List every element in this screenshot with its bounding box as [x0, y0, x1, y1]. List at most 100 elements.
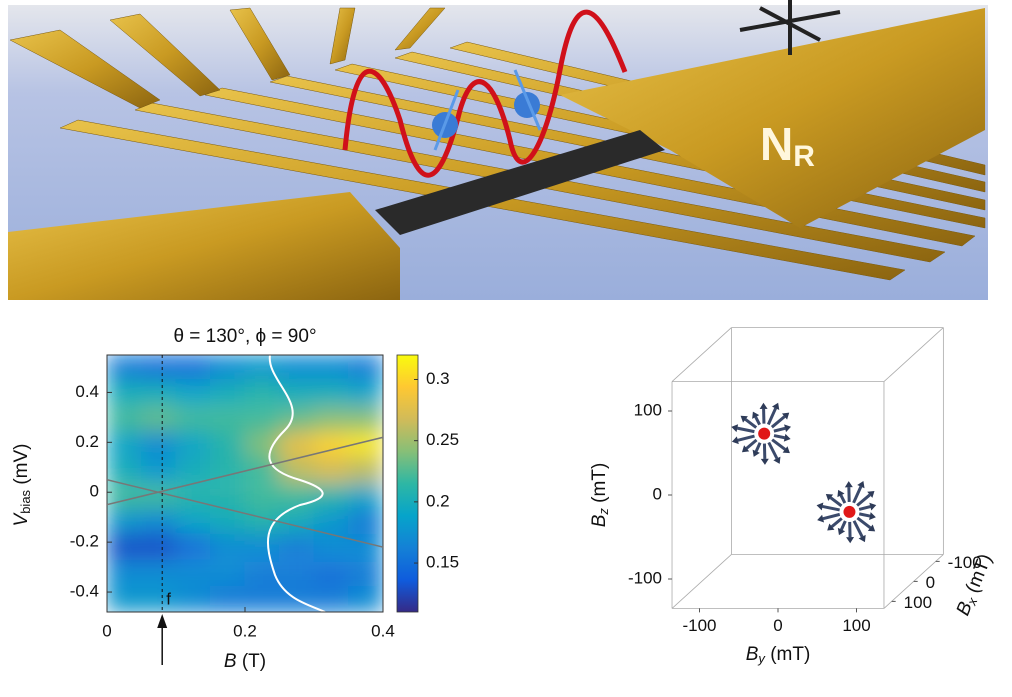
field-arrow — [831, 498, 842, 506]
heatmap-cell — [176, 534, 212, 561]
heatmap-cell — [176, 456, 212, 483]
box-edge — [672, 554, 731, 608]
colorbar-tick-label: 0.3 — [426, 369, 450, 388]
heatmap-cell — [348, 407, 384, 434]
y-tick-label: -0.2 — [70, 532, 99, 551]
x-tick-label: 100 — [842, 616, 870, 635]
y-label-symbol: B — [589, 514, 610, 527]
heatmap-cell — [107, 407, 143, 434]
heatmap-cell — [141, 586, 177, 613]
heatmap-cell — [279, 407, 315, 434]
field-arrow — [823, 514, 840, 518]
field-arrow — [774, 436, 785, 438]
field-arrow — [745, 419, 756, 427]
heatmap-cell — [176, 561, 212, 588]
colorbar — [397, 355, 418, 612]
heatmap-cell — [348, 484, 384, 511]
field-arrowhead — [846, 537, 854, 543]
x-axis-label: B (T) — [224, 651, 266, 672]
y-tick-label: -100 — [628, 568, 662, 587]
field-arrow — [756, 417, 760, 425]
z-tick-label: 100 — [904, 593, 932, 612]
heatmap-cell — [107, 586, 143, 613]
field-arrowhead — [784, 424, 791, 432]
heatmap-cell — [107, 456, 143, 483]
heatmap-cell — [176, 379, 212, 406]
heatmap-cell — [348, 456, 384, 483]
heatmap-cell — [210, 534, 246, 561]
heatmap-cell — [245, 407, 281, 434]
heatmap-cell — [210, 586, 246, 613]
heatmap-cell — [348, 509, 384, 536]
heatmap-cell — [210, 379, 246, 406]
heatmap-cell — [245, 586, 281, 613]
heatmap-cell — [245, 534, 281, 561]
y-tick-label: 0 — [653, 484, 662, 503]
label-sub: R — [793, 140, 815, 173]
field-arrowhead — [784, 434, 791, 442]
colorbar-tick-label: 0.25 — [426, 430, 459, 449]
heatmap-cell — [245, 354, 281, 381]
heatmap-cell — [210, 561, 246, 588]
field-arrow — [841, 495, 845, 503]
y-label-unit: (mV) — [11, 444, 32, 485]
x-label-unit: (T) — [242, 651, 266, 672]
heatmap-cell — [348, 379, 384, 406]
heatmap-cell — [314, 354, 350, 381]
heatmap-cell — [141, 431, 177, 458]
field-arrowhead — [817, 515, 824, 523]
field-arrow — [737, 428, 754, 431]
heatmap-cell — [279, 431, 315, 458]
heatmap-cell — [210, 456, 246, 483]
heatmap-cell — [314, 379, 350, 406]
heatmap-cell — [348, 561, 384, 588]
heatmap-cell — [107, 561, 143, 588]
x-label-unit: (mT) — [770, 644, 810, 665]
heatmap-cell — [245, 379, 281, 406]
heatmap-cell — [141, 484, 177, 511]
heatmap-cell — [141, 407, 177, 434]
x-label-symbol: B — [746, 644, 759, 665]
heatmap-cell — [176, 586, 212, 613]
field-arrowhead — [731, 424, 738, 432]
heatmap-cell — [107, 431, 143, 458]
x-tick-label: -100 — [682, 616, 716, 635]
box-edge — [672, 328, 731, 382]
y-axis-label: Vbias (mV) — [11, 444, 33, 527]
heatmap-cell — [176, 509, 212, 536]
x-tick-label: 0 — [773, 616, 782, 635]
x-tick-label: 0.2 — [233, 621, 257, 640]
heatmap-title: θ = 130°, ϕ = 90° — [173, 326, 316, 347]
colorbar-tick-label: 0.2 — [426, 491, 450, 510]
field-arrow — [768, 408, 775, 424]
heatmap-cell — [348, 354, 384, 381]
field-arrow — [832, 518, 842, 526]
field-arrowhead — [845, 481, 853, 487]
field-arrowhead — [869, 512, 876, 520]
heatmap-cell — [279, 354, 315, 381]
field-arrow — [756, 443, 760, 452]
heatmap-cell — [107, 354, 143, 381]
x-axis-label: By (mT) — [746, 644, 811, 666]
heatmap-cell — [176, 354, 212, 381]
marker-arrowhead — [157, 614, 167, 628]
y-tick-label: 0.4 — [75, 382, 99, 401]
x-tick-label: 0 — [102, 621, 111, 640]
field-arrow — [774, 428, 785, 431]
field-arrow — [859, 514, 870, 516]
illustration: NR — [8, 0, 988, 300]
heatmap-cell — [210, 431, 246, 458]
field-arrow — [747, 440, 757, 448]
field-arrow — [854, 521, 862, 537]
heatmap-cell — [245, 431, 281, 458]
y-tick-label: 100 — [634, 400, 662, 419]
heatmap-cell — [176, 431, 212, 458]
heatmap-cell — [348, 586, 384, 613]
field-arrow — [841, 521, 845, 530]
x-tick-label: 0.4 — [371, 621, 395, 640]
field-arrow — [772, 440, 785, 450]
heatmap-cell — [279, 534, 315, 561]
y-tick-label: 0 — [90, 482, 99, 501]
